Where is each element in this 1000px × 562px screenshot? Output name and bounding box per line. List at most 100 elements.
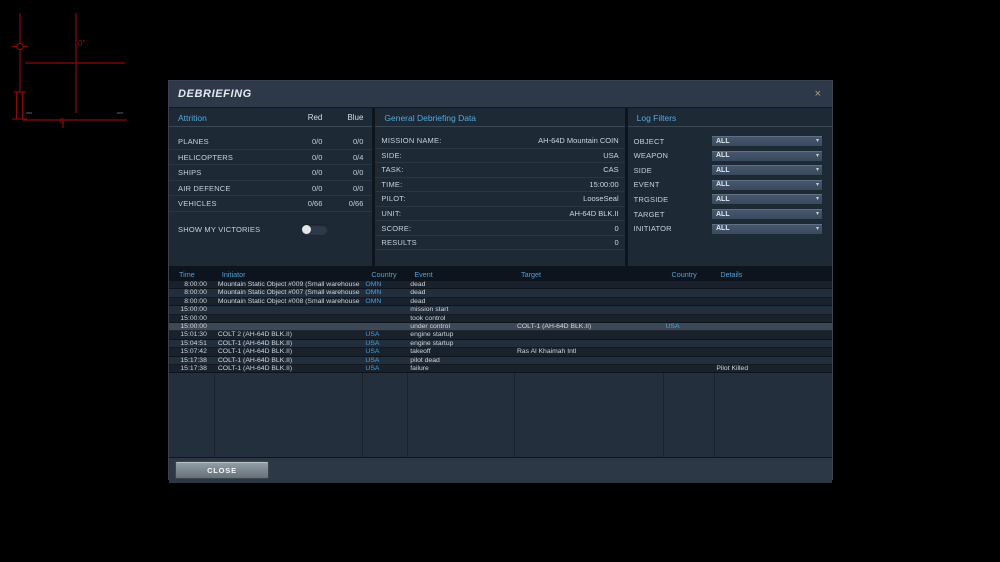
column-separator <box>663 373 664 457</box>
attrition-blue-value: 0/0 <box>352 183 364 193</box>
cell-target <box>513 281 662 288</box>
cell-country: USA <box>365 348 380 356</box>
log-filter-label: INITIATOR <box>633 224 672 234</box>
column-separator <box>514 373 515 457</box>
event-log-row[interactable]: 15:04:51 COLT-1 (AH-64D BLK.II) USA engi… <box>169 339 832 349</box>
cell-initiator: Mountain Static Object #008 (Small wareh… <box>217 297 362 305</box>
filter-dropdown[interactable]: ALL ▾ <box>711 222 823 235</box>
log-filters-section-title: Log Filters <box>636 113 677 123</box>
column-header-time: Time <box>179 270 195 279</box>
general-row-label: UNIT: <box>381 209 402 218</box>
cell-initiator: Mountain Static Object #009 (Small wareh… <box>217 281 362 288</box>
filter-dropdown-value: ALL <box>716 166 730 174</box>
debriefing-window: DEBRIEFING × Attrition Red Blue PLANES 0… <box>168 80 833 483</box>
cell-country: OMN <box>365 297 382 305</box>
show-my-victories-toggle[interactable] <box>301 224 328 235</box>
cell-event: engine startup <box>410 331 454 339</box>
log-filter-row: INITIATOR ALL ▾ <box>628 221 832 236</box>
filter-dropdown[interactable]: ALL ▾ <box>711 135 823 148</box>
filter-dropdown[interactable]: ALL ▾ <box>711 178 823 191</box>
cell-time: 15:00:00 <box>180 322 207 330</box>
cell-details <box>712 323 832 330</box>
attrition-red-value: 0/0 <box>311 183 323 193</box>
panel-divider <box>624 108 628 266</box>
cell-details <box>712 281 832 288</box>
attrition-red-column-header: Red <box>307 113 323 122</box>
filter-dropdown-value: ALL <box>716 225 730 233</box>
attrition-row: SHIPS 0/0 0/0 <box>169 165 373 181</box>
cell-time: 8:00:00 <box>184 289 207 297</box>
general-row-label: SIDE: <box>381 150 402 160</box>
filter-dropdown[interactable]: ALL ▾ <box>711 193 823 206</box>
attrition-blue-value: 0/0 <box>352 137 364 146</box>
cell-time: 15:00:00 <box>180 306 207 314</box>
attrition-row: PLANES 0/0 0/0 <box>169 134 373 150</box>
event-log-row[interactable]: 15:17:38 COLT-1 (AH-64D BLK.II) USA fail… <box>169 364 832 374</box>
general-row-value: 0 <box>614 223 619 233</box>
cell-country: USA <box>365 364 380 372</box>
column-separator <box>714 373 715 457</box>
filter-dropdown-value: ALL <box>716 152 730 160</box>
chevron-down-icon: ▾ <box>815 225 819 232</box>
chevron-down-icon: ▾ <box>815 167 819 174</box>
cell-target-country: USA <box>665 322 680 330</box>
cell-target <box>513 340 662 347</box>
cell-target-country <box>662 281 713 288</box>
cell-initiator <box>214 323 362 330</box>
event-log-row[interactable]: 15:17:38 COLT-1 (AH-64D BLK.II) USA pilo… <box>169 356 832 365</box>
general-data-row: MISSION NAME: AH-64D Mountain COIN <box>375 134 625 149</box>
attrition-red-value: 0/0 <box>311 168 323 177</box>
general-header-row: General Debriefing Data <box>375 108 625 127</box>
event-log-row[interactable]: 8:00:00 Mountain Static Object #007 (Sma… <box>169 289 832 298</box>
event-log-header: Time Initiator Country Event Target Coun… <box>169 266 832 281</box>
cell-country: USA <box>365 331 380 339</box>
window-title: DEBRIEFING <box>178 88 252 100</box>
cell-time: 8:00:00 <box>184 297 207 305</box>
cell-target <box>513 357 662 364</box>
cell-target <box>513 315 662 322</box>
close-button[interactable]: CLOSE <box>175 461 269 479</box>
filter-dropdown-value: ALL <box>716 181 730 189</box>
cell-target <box>513 298 662 305</box>
cell-time: 15:07:42 <box>180 348 207 356</box>
filter-dropdown[interactable]: ALL ▾ <box>711 164 823 177</box>
cell-initiator: COLT 2 (AH-64D BLK.II) <box>217 331 293 339</box>
log-filters-panel: Log Filters OBJECT ALL ▾ <box>627 108 832 266</box>
cell-target-country <box>662 348 713 355</box>
attrition-row: VEHICLES 0/66 0/66 <box>169 196 373 212</box>
hud-heading-label: 0 <box>60 118 64 125</box>
log-filter-label: SIDE <box>633 165 652 175</box>
general-rows: MISSION NAME: AH-64D Mountain COIN SIDE:… <box>375 134 625 251</box>
attrition-row: HELICOPTERS 0/0 0/4 <box>169 150 373 165</box>
cell-target-country <box>662 298 713 305</box>
general-row-label: PILOT: <box>381 194 406 204</box>
filter-dropdown[interactable]: ALL ▾ <box>711 208 823 220</box>
cell-initiator <box>214 306 362 313</box>
event-log-row[interactable]: 8:00:00 Mountain Static Object #009 (Sma… <box>169 281 832 290</box>
event-log-row[interactable]: 15:00:00 under control COLT-1 (AH-64D BL… <box>169 322 832 332</box>
chevron-down-icon: ▾ <box>815 138 819 145</box>
cell-country: USA <box>365 339 380 347</box>
cell-details <box>712 289 832 296</box>
event-log-row[interactable]: 15:07:42 COLT-1 (AH-64D BLK.II) USA take… <box>169 348 832 357</box>
cell-event: under control <box>410 322 450 330</box>
filter-dropdown-value: ALL <box>716 137 730 145</box>
event-log-row[interactable]: 8:00:00 Mountain Static Object #008 (Sma… <box>169 297 832 307</box>
event-log-row[interactable]: 15:00:00 mission start <box>169 306 832 315</box>
cell-details: Pilot Killed <box>716 364 749 372</box>
attrition-row-label: PLANES <box>178 137 209 146</box>
cell-event: takeoff <box>410 348 431 356</box>
event-log-row[interactable]: 15:00:00 took control <box>169 314 832 323</box>
log-filter-label: TRGSIDE <box>633 194 669 204</box>
close-icon[interactable]: × <box>814 87 821 100</box>
column-separator <box>362 373 363 457</box>
cell-details <box>712 348 832 355</box>
event-log-row[interactable]: 15:01:30 COLT 2 (AH-64D BLK.II) USA engi… <box>169 331 832 340</box>
titlebar: DEBRIEFING × <box>169 81 832 108</box>
filter-dropdown[interactable]: ALL ▾ <box>711 149 823 162</box>
general-row-value: CAS <box>603 165 619 175</box>
hud-pitch-label: 0° <box>78 39 86 48</box>
log-filter-label: WEAPON <box>633 151 669 161</box>
filter-dropdown-value: ALL <box>716 210 730 218</box>
